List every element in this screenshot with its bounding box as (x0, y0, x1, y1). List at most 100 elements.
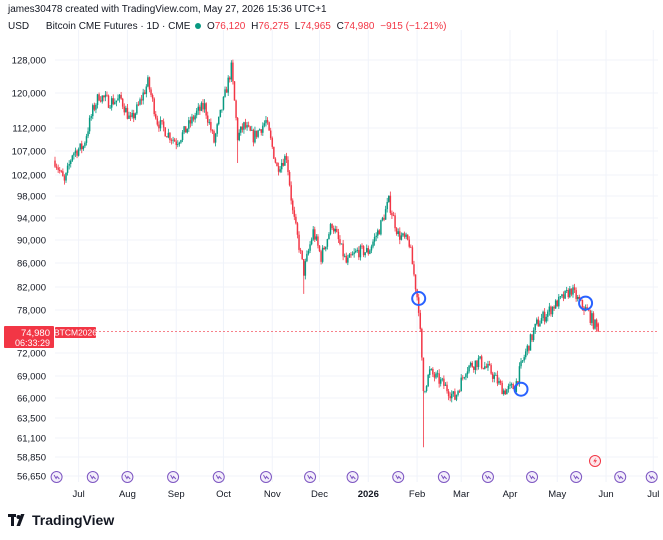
alert-event-icon[interactable] (589, 455, 602, 467)
candle-body (243, 122, 245, 130)
candle-body (240, 126, 242, 133)
candle-body (197, 106, 200, 111)
candle-body (306, 253, 308, 262)
candle-body (575, 290, 577, 299)
highlight-marker[interactable] (513, 381, 529, 397)
candle-body (85, 136, 88, 143)
candle-body (121, 98, 124, 107)
candle-body (383, 217, 385, 220)
y-tick-label: 112,000 (12, 124, 46, 135)
candle-body (65, 172, 67, 181)
candle-body (118, 94, 121, 99)
candle-body (238, 132, 240, 141)
candle-body (405, 234, 407, 237)
event-icon[interactable] (570, 471, 583, 483)
event-icon[interactable] (645, 471, 658, 483)
event-icon[interactable] (50, 471, 63, 483)
symbol-name[interactable]: Bitcoin CME Futures · 1D · CME (45, 21, 191, 32)
event-icon[interactable] (481, 471, 494, 483)
candle-body (233, 81, 236, 101)
candle-body (485, 366, 488, 368)
candle-body (178, 142, 181, 145)
event-icon[interactable] (392, 471, 405, 483)
event-icon[interactable] (86, 471, 99, 483)
candle-body (213, 131, 215, 143)
event-icon[interactable] (167, 471, 180, 483)
candle-body (364, 252, 366, 256)
candle-body (90, 116, 92, 118)
candle-body (502, 390, 505, 395)
candle-body (432, 368, 434, 375)
candle-body (471, 362, 473, 367)
candle-body (474, 360, 477, 370)
candle-body (244, 122, 247, 128)
candle-body (334, 228, 336, 232)
candle-body (230, 62, 233, 80)
candle-body (188, 120, 190, 129)
candle-body (208, 122, 211, 123)
event-icon[interactable] (121, 471, 134, 483)
event-icon[interactable] (304, 471, 317, 483)
candle-body (526, 345, 529, 352)
candle-body (268, 122, 270, 131)
candle-body (177, 144, 179, 146)
candle-body (365, 248, 368, 253)
y-tick-label: 102,000 (12, 171, 46, 182)
event-icon[interactable] (259, 471, 272, 483)
candle-body (576, 296, 579, 299)
candle-body (558, 296, 560, 307)
candle-body (254, 130, 256, 143)
candle-body (328, 234, 330, 240)
chart-credit: james30478 created with TradingView.com,… (8, 4, 327, 15)
candle-body (180, 140, 182, 143)
candle-body (372, 241, 374, 247)
candle-body (531, 334, 533, 341)
price-tag-symbol: BTCM2026 (54, 328, 97, 338)
x-tick-label: Feb (409, 489, 425, 500)
candle-body (169, 132, 171, 141)
tradingview-footer[interactable]: TradingView (8, 512, 114, 528)
candle-body (392, 215, 395, 217)
event-icons[interactable] (50, 455, 658, 483)
x-tick-label: May (548, 489, 566, 500)
candle-body (391, 212, 393, 216)
candle-body (573, 287, 576, 291)
candle-body (381, 217, 384, 221)
y-tick-label: 63,500 (17, 414, 46, 425)
event-icon[interactable] (346, 471, 359, 483)
candle-body (202, 102, 204, 110)
candle-body (534, 323, 536, 331)
candle-body (553, 306, 555, 309)
candle-body (493, 375, 496, 379)
candle-body (435, 373, 437, 378)
candle-body (438, 373, 440, 384)
candle-body (343, 255, 346, 257)
candle-body (488, 363, 491, 366)
candle-body (403, 233, 406, 237)
candle-body (229, 77, 231, 80)
event-icon[interactable] (614, 471, 627, 483)
candle-body (235, 100, 237, 118)
event-icon[interactable] (526, 471, 539, 483)
event-icon[interactable] (437, 471, 450, 483)
x-tick-label: Apr (503, 489, 518, 500)
highlight-marker[interactable] (411, 291, 427, 306)
highlight-marker[interactable] (578, 295, 594, 311)
candle-body (257, 130, 259, 137)
open-value: 76,120 (214, 21, 246, 32)
candle-body (117, 98, 119, 101)
candle-body (128, 115, 130, 119)
candle-body (265, 120, 267, 124)
close-value: 74,980 (343, 21, 375, 32)
candle-body (463, 377, 466, 379)
candle-body (458, 391, 461, 392)
candle-body (183, 126, 185, 133)
event-icon[interactable] (212, 471, 225, 483)
candle-body (92, 105, 94, 117)
y-tick-label: 69,000 (17, 372, 46, 383)
candle-body (446, 384, 448, 392)
candle-body (444, 384, 447, 386)
y-tick-label: 107,000 (12, 147, 46, 158)
y-tick-label: 61,100 (17, 434, 46, 445)
